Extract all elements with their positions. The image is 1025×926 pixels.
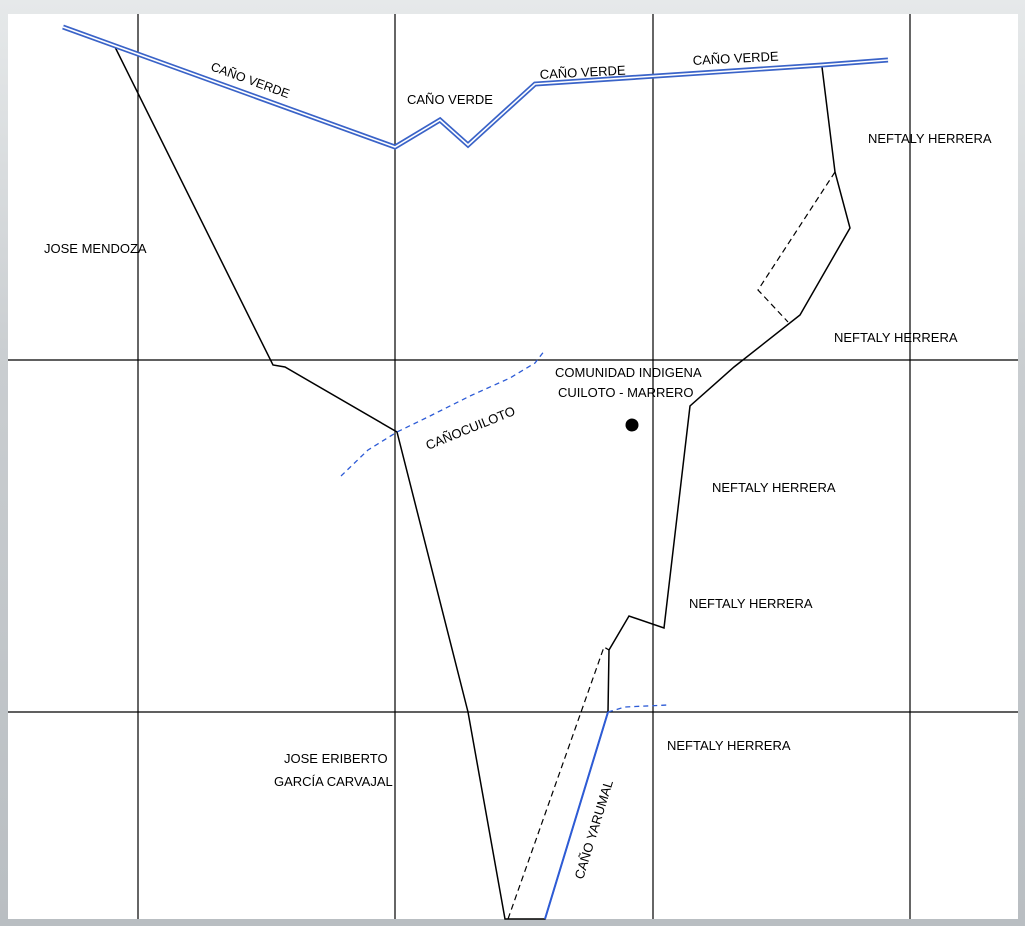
waterway-label-cano-verde-2: CAÑO VERDE [407,92,493,107]
owner-label-neftaly-herrera-5: NEFTALY HERRERA [667,738,791,753]
owner-label-neftaly-herrera-2: NEFTALY HERRERA [834,330,958,345]
owner-label-neftaly-herrera-1: NEFTALY HERRERA [868,131,992,146]
grid [8,14,1018,919]
community-label-line2: CUILOTO - MARRERO [558,385,694,400]
community-location-marker [625,418,639,432]
owner-label-jose-mendoza: JOSE MENDOZA [44,241,147,256]
owner-label-neftaly-herrera-3: NEFTALY HERRERA [712,480,836,495]
map-sheet [8,14,1018,919]
internal-dashed-boundary-1 [757,171,836,323]
waterway-label-cano-verde-4: CAÑO VERDE [692,49,779,68]
community-label-line1: COMUNIDAD INDIGENA [555,365,702,380]
cano-yarumal-dashed-branch [607,704,669,713]
internal-dashed-boundary-2 [507,646,610,920]
waterway-label-cano-verde-3: CAÑO VERDE [539,63,626,82]
cano-verde-river [62,24,889,150]
owner-label-jose-eriberto-line2: GARCÍA CARVAJAL [274,774,393,789]
cano-culoto-stream [340,349,546,477]
cano-yarumal-stream [544,711,609,920]
owner-label-neftaly-herrera-4: NEFTALY HERRERA [689,596,813,611]
owner-label-jose-eriberto-line1: JOSE ERIBERTO [284,751,388,766]
